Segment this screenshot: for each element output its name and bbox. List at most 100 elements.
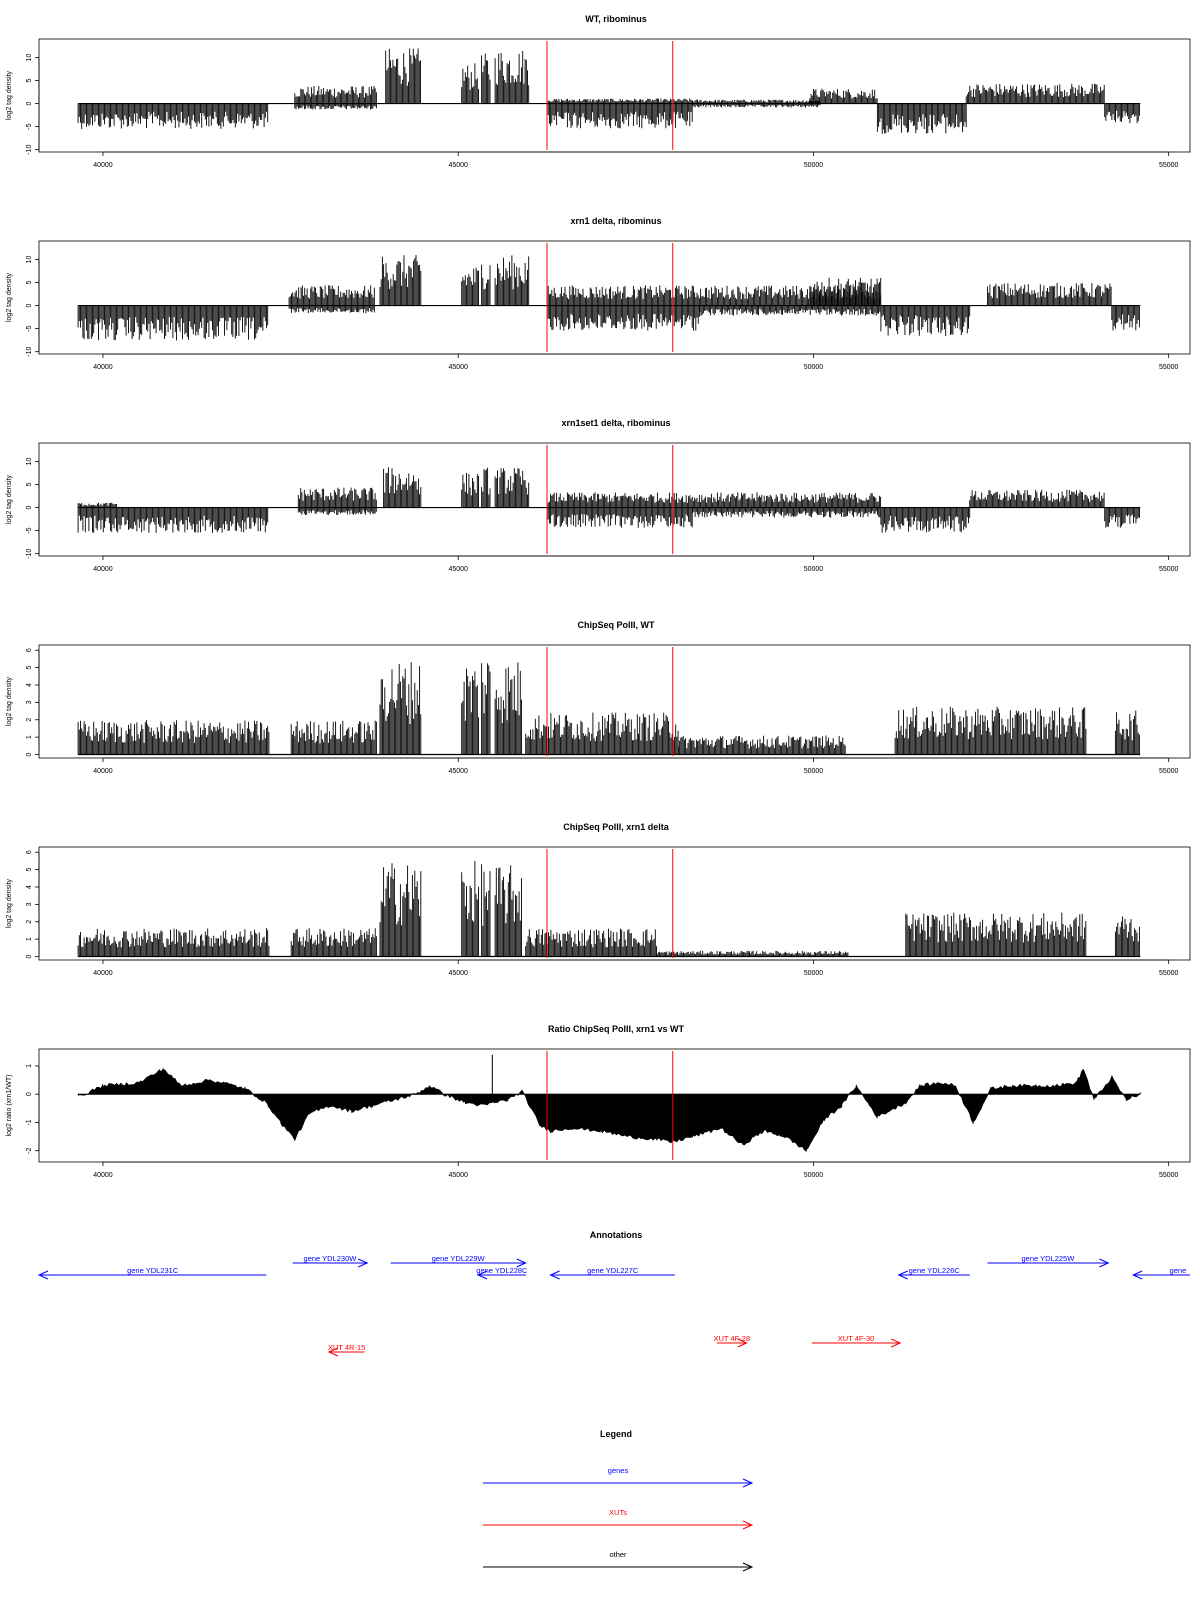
- y-axis-label: log2 tag density: [6, 70, 13, 120]
- signal-segment: [494, 468, 530, 508]
- signal-segment: [461, 472, 479, 508]
- x-tick-label: 50000: [804, 1172, 824, 1179]
- track-title: Ratio ChipSeq PolII, xrn1 vs WT: [548, 1024, 685, 1034]
- signal-segment: [294, 85, 377, 104]
- x-tick-label: 45000: [448, 566, 468, 573]
- x-tick-label: 40000: [93, 162, 113, 169]
- y-tick-label: 2: [26, 920, 33, 924]
- x-axis: 40000 45000 50000 55000: [93, 757, 1179, 775]
- x-tick-label: 40000: [93, 1172, 113, 1179]
- signal-segment: [297, 507, 377, 515]
- x-tick-label: 50000: [804, 566, 824, 573]
- signal-segment: [546, 305, 700, 331]
- legend-arrow: [483, 1478, 754, 1488]
- xut-arrow: [812, 1338, 902, 1348]
- y-tick-label: -10: [26, 347, 33, 357]
- y-tick-label: 0: [26, 954, 33, 958]
- gene-arrow: [37, 1270, 267, 1280]
- signal-series: [77, 861, 1141, 958]
- signal-segment: [379, 662, 422, 755]
- y-tick-label: -10: [26, 549, 33, 559]
- x-tick-label: 55000: [1159, 1172, 1179, 1179]
- signal-segment: [656, 950, 849, 957]
- signal-segment: [294, 103, 377, 110]
- y-tick-label: 0: [26, 506, 33, 510]
- signal-segment: [481, 264, 491, 306]
- signal-segment: [1114, 710, 1140, 755]
- x-tick-label: 45000: [448, 970, 468, 977]
- y-axis: 0 1 2 3 4 5 6: [26, 648, 40, 756]
- x-tick-label: 55000: [1159, 364, 1179, 371]
- signal-segment: [288, 305, 375, 314]
- track-panel: WT, ribominus log2 tag density -10 -5 0 5 10 40…: [6, 14, 1191, 169]
- y-tick-label: 1: [26, 735, 33, 739]
- signal-segment: [77, 507, 269, 533]
- gene-arrow: [292, 1258, 369, 1268]
- signal-segment: [546, 103, 693, 129]
- y-tick-label: 5: [26, 666, 33, 670]
- y-tick-label: -10: [26, 145, 33, 155]
- signal-segment: [1104, 507, 1140, 528]
- signal-segment: [880, 507, 971, 533]
- signal-segment: [379, 255, 422, 306]
- gene-label: gene YDL227C: [587, 1266, 639, 1275]
- legend-title: Legend: [600, 1429, 632, 1439]
- y-axis: 0 1 2 3 4 5 6: [26, 850, 40, 958]
- x-tick-label: 50000: [804, 970, 824, 977]
- legend-entry-label: XUTs: [609, 1508, 627, 1517]
- y-axis-label: log2 tag density: [6, 878, 13, 928]
- signal-segment: [894, 706, 1087, 755]
- y-tick-label: 4: [26, 885, 33, 889]
- signal-segment: [77, 103, 269, 129]
- signal-segment: [546, 507, 693, 528]
- y-tick-label: -1: [26, 1119, 33, 1125]
- gene-label: gene YDL226C: [909, 1266, 961, 1275]
- x-tick-label: 45000: [448, 768, 468, 775]
- signal-segment: [290, 928, 377, 957]
- y-tick-label: 0: [26, 1092, 33, 1096]
- legend-arrow: [483, 1520, 754, 1530]
- y-tick-label: 5: [26, 280, 33, 284]
- y-axis: -10 -5 0 5 10: [26, 255, 40, 357]
- x-tick-label: 50000: [804, 364, 824, 371]
- x-tick-label: 45000: [448, 162, 468, 169]
- y-tick-label: 0: [26, 102, 33, 106]
- signal-segment: [461, 668, 479, 755]
- signal-segment: [905, 912, 1087, 957]
- track-panel: ChipSeq PolII, WT log2 tag density 0 1 2 3 4 5 6…: [6, 620, 1191, 775]
- x-tick-label: 55000: [1159, 768, 1179, 775]
- legend-entry-label: other: [609, 1550, 627, 1559]
- track-title: ChipSeq PolII, xrn1 delta: [563, 822, 670, 832]
- signal-segment: [969, 489, 1105, 508]
- gene-label: gene YDL228C: [476, 1266, 528, 1275]
- y-tick-label: 1: [26, 937, 33, 941]
- y-tick-label: 0: [26, 752, 33, 756]
- x-tick-label: 55000: [1159, 162, 1179, 169]
- y-tick-label: 10: [26, 255, 33, 263]
- track-panel: Ratio ChipSeq PolII, xrn1 vs WT log2 rati…: [6, 1024, 1191, 1179]
- signal-segment: [461, 267, 479, 306]
- gene-arrow: [897, 1270, 970, 1280]
- gene-label: gene YDL225W: [1021, 1254, 1075, 1263]
- signal-segment: [77, 928, 270, 957]
- track-title: WT, ribominus: [585, 14, 647, 24]
- y-tick-label: 5: [26, 868, 33, 872]
- signal-segment: [481, 663, 491, 755]
- y-tick-label: 4: [26, 683, 33, 687]
- signal-segment: [965, 83, 1105, 104]
- x-tick-label: 40000: [93, 970, 113, 977]
- signal-segment: [692, 99, 821, 104]
- signal-series: [77, 255, 1141, 341]
- signal-segment: [525, 928, 657, 957]
- track-title: xrn1 delta, ribominus: [570, 216, 661, 226]
- y-tick-label: 2: [26, 718, 33, 722]
- signal-segment: [379, 863, 422, 957]
- signal-segment: [876, 103, 967, 134]
- legend-arrow: [483, 1562, 754, 1572]
- signal-segment: [481, 864, 491, 957]
- signal-segment: [880, 305, 971, 336]
- signal-segment: [1114, 916, 1140, 957]
- gene-label: gene YDL230W: [304, 1254, 358, 1263]
- y-tick-label: 1: [26, 1064, 33, 1068]
- signal-segment: [987, 282, 1112, 306]
